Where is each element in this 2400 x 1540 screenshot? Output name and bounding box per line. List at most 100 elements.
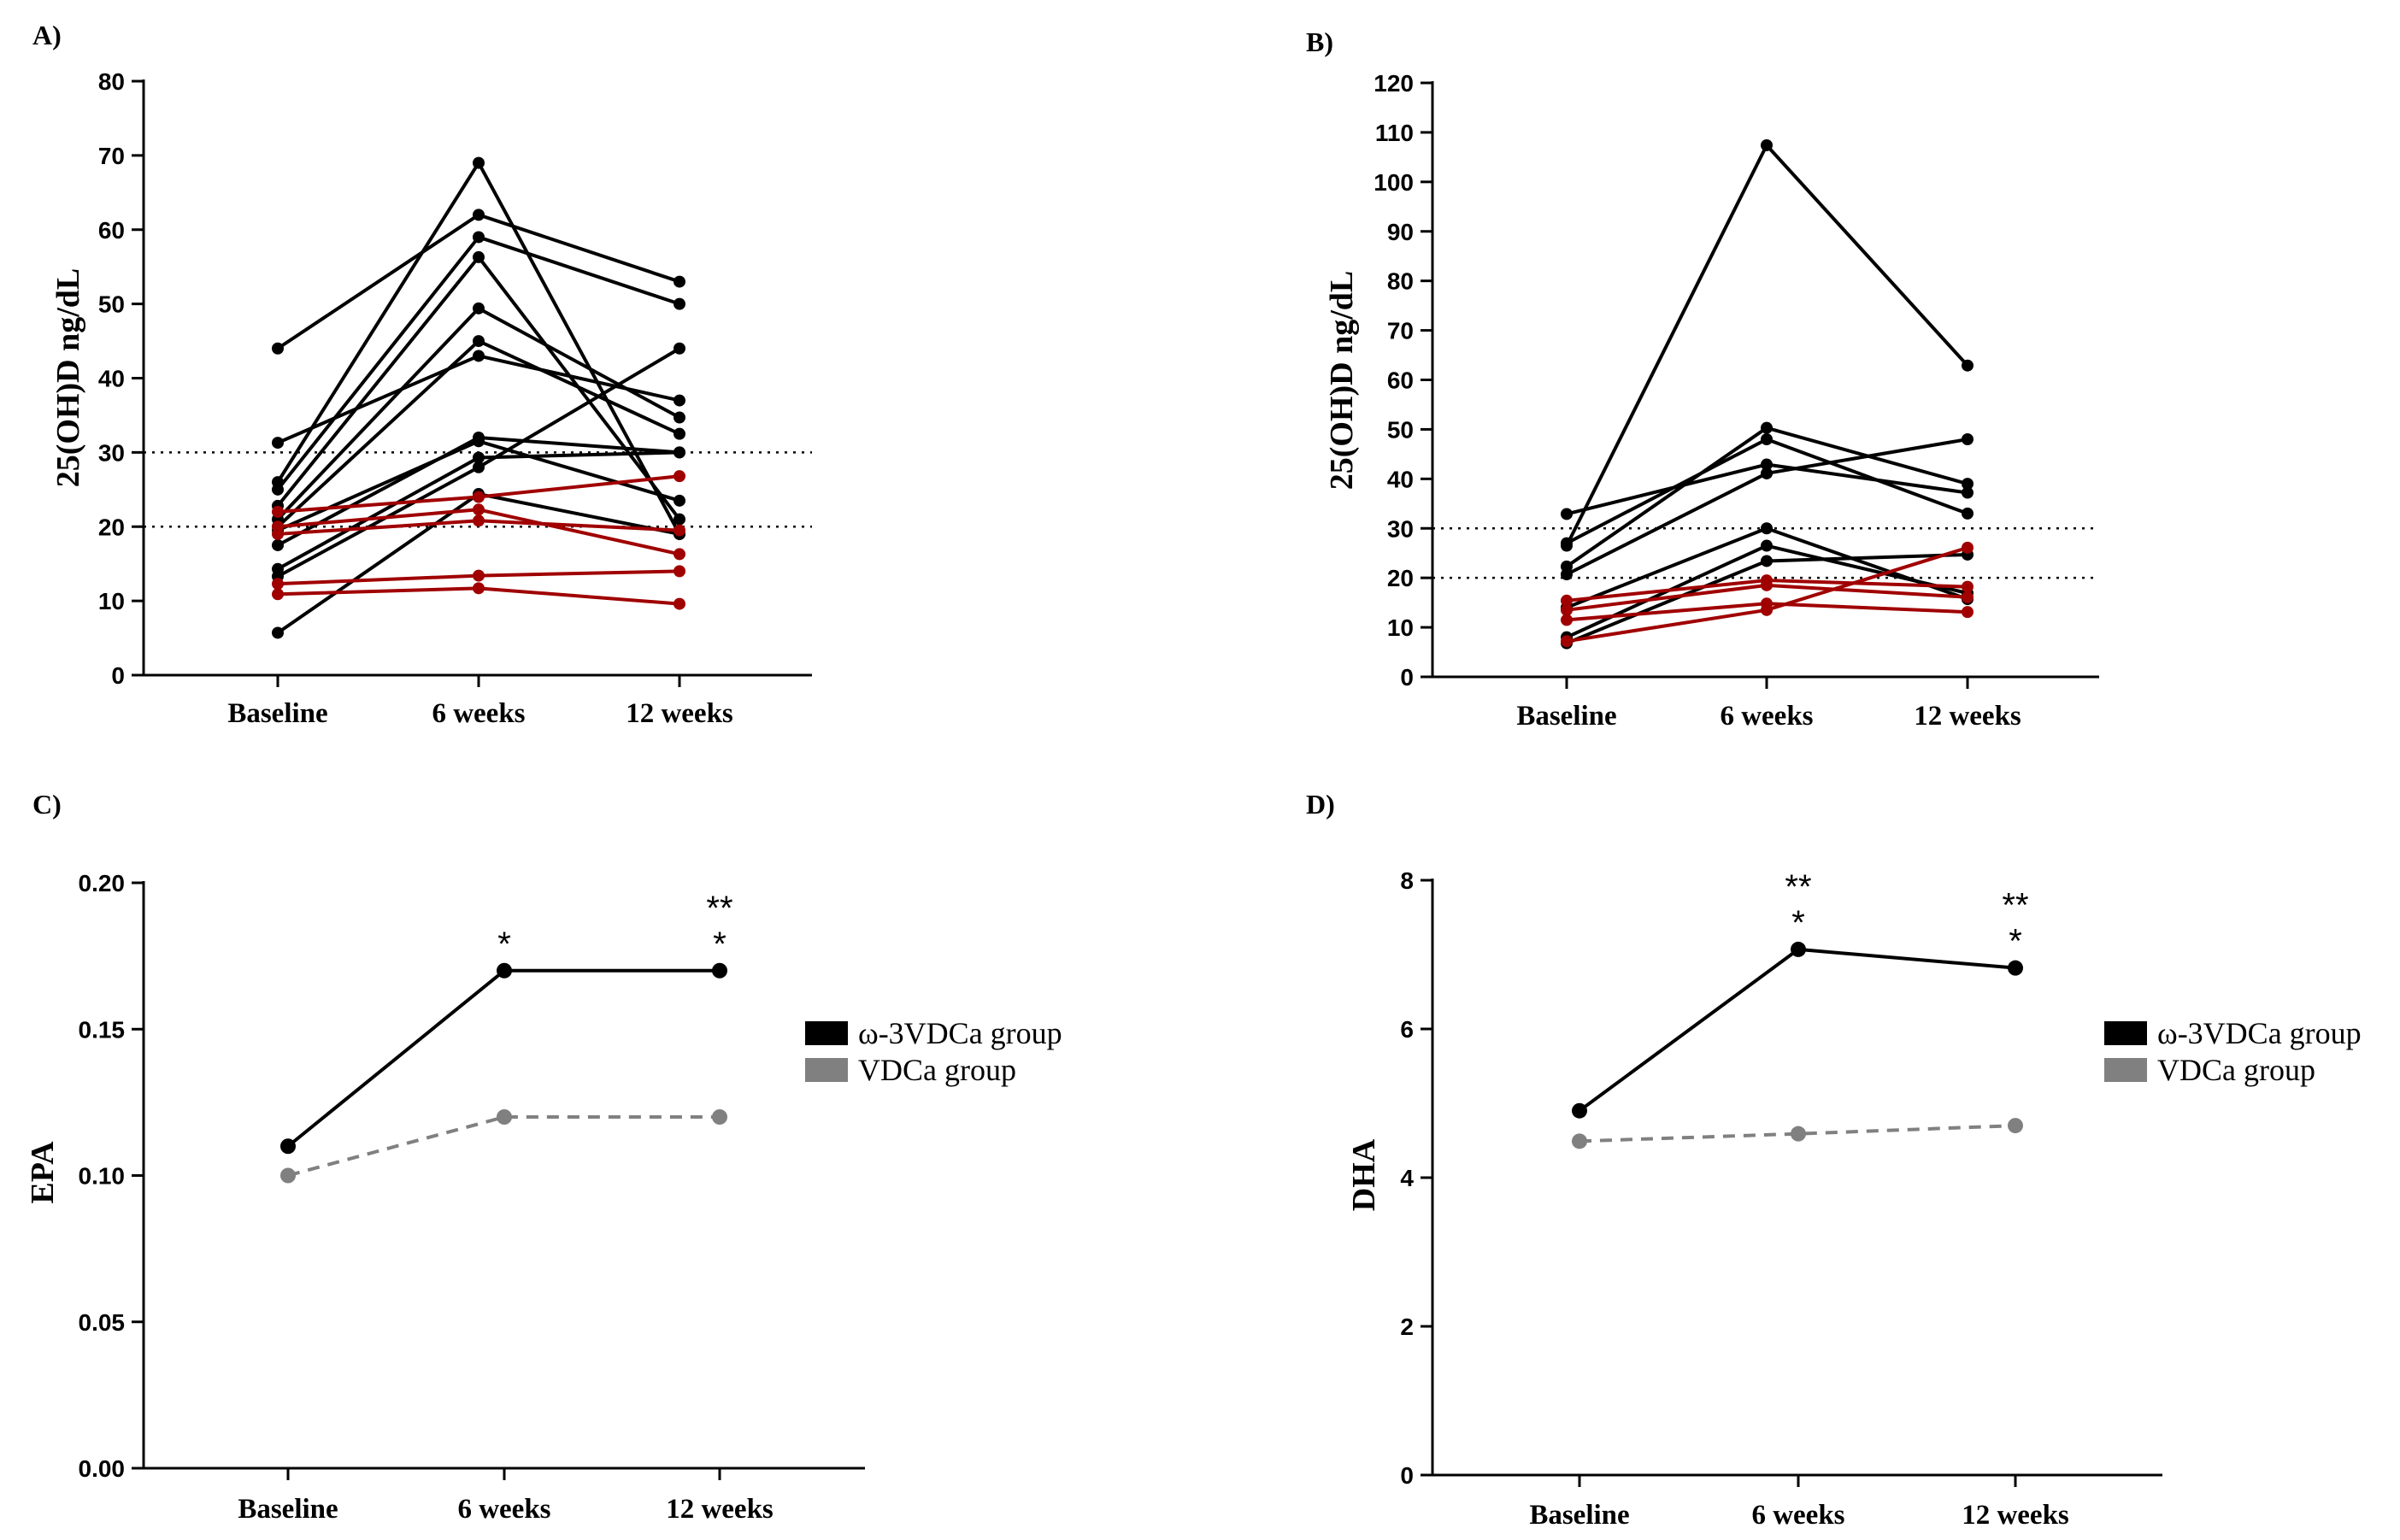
data-point xyxy=(1761,138,1773,151)
data-point xyxy=(1761,579,1773,591)
series-line xyxy=(1578,947,2016,1113)
data-point xyxy=(272,588,284,601)
data-point xyxy=(1561,594,1573,607)
data-point xyxy=(473,569,485,582)
data-point xyxy=(272,626,284,639)
y-tick-label: 10 xyxy=(1387,614,1414,641)
y-tick-label: 60 xyxy=(1387,367,1414,394)
data-point xyxy=(272,527,284,540)
data-point xyxy=(674,275,685,288)
panel-label: A) xyxy=(32,20,62,50)
y-tick-label: 70 xyxy=(1387,318,1414,344)
data-point xyxy=(497,1109,512,1125)
legend-label: ω-3VDCa group xyxy=(2157,1016,2362,1050)
significance-marker: * xyxy=(497,926,511,963)
legend-label: VDCa group xyxy=(858,1053,1016,1087)
panel-label: D) xyxy=(1306,789,1335,820)
data-point xyxy=(1761,539,1773,552)
data-point xyxy=(1962,486,1974,499)
series-line xyxy=(287,1115,720,1178)
legend-swatch xyxy=(2104,1058,2147,1082)
y-tick-label: 6 xyxy=(1400,1016,1414,1043)
data-point xyxy=(674,470,685,483)
x-tick-label: 6 weeks xyxy=(457,1494,550,1525)
data-point xyxy=(473,156,485,169)
y-tick-label: 0.00 xyxy=(79,1455,126,1482)
y-tick-label: 100 xyxy=(1374,169,1414,196)
x-tick-label: 12 weeks xyxy=(1914,701,2021,732)
x-tick-label: 6 weeks xyxy=(432,698,525,729)
data-point xyxy=(1561,568,1573,581)
data-point xyxy=(272,538,284,551)
data-point xyxy=(1761,603,1773,616)
y-tick-label: 20 xyxy=(1387,565,1414,591)
data-point xyxy=(674,524,685,537)
data-point xyxy=(473,435,485,448)
y-tick-label: 30 xyxy=(1387,515,1414,542)
significance-marker: ** xyxy=(706,890,732,927)
data-point xyxy=(674,597,685,610)
data-point xyxy=(674,427,685,440)
data-point xyxy=(473,209,485,221)
data-point xyxy=(473,231,485,244)
data-point xyxy=(1761,522,1773,535)
data-point xyxy=(1962,507,1974,520)
y-tick-label: 40 xyxy=(98,366,125,392)
y-tick-label: 0 xyxy=(1400,664,1414,691)
data-point xyxy=(674,411,685,424)
y-tick-label: 60 xyxy=(98,217,125,244)
data-point xyxy=(712,962,727,979)
significance-marker: ** xyxy=(1785,868,1811,906)
data-point xyxy=(1962,541,1974,554)
data-point xyxy=(272,505,284,518)
data-point xyxy=(473,461,485,473)
data-point xyxy=(280,1138,296,1155)
data-point xyxy=(674,548,685,561)
data-point xyxy=(1561,635,1573,648)
legend-label: VDCa group xyxy=(2157,1053,2315,1087)
y-tick-label: 120 xyxy=(1374,70,1414,97)
y-tick-label: 0.15 xyxy=(79,1016,126,1043)
data-point xyxy=(272,578,284,591)
data-point xyxy=(1761,467,1773,479)
y-tick-label: 50 xyxy=(1387,416,1414,443)
y-axis-title: 25(OH)D ng/dL xyxy=(1324,271,1360,491)
data-point xyxy=(1561,614,1573,626)
data-point xyxy=(1572,1133,1587,1149)
y-tick-label: 10 xyxy=(98,588,125,614)
data-point xyxy=(2008,1118,2023,1134)
y-tick-label: 2 xyxy=(1400,1314,1414,1340)
data-point xyxy=(2008,960,2023,976)
data-point xyxy=(473,514,485,527)
data-point xyxy=(1761,458,1773,471)
data-point xyxy=(1962,580,1974,593)
y-tick-label: 90 xyxy=(1387,219,1414,245)
y-tick-label: 8 xyxy=(1400,867,1414,894)
data-point xyxy=(1561,508,1573,520)
data-point xyxy=(674,446,685,459)
data-point xyxy=(473,491,485,503)
legend-swatch xyxy=(2104,1021,2147,1045)
y-tick-label: 70 xyxy=(98,143,125,169)
data-point xyxy=(473,335,485,348)
y-tick-label: 30 xyxy=(98,439,125,466)
data-point xyxy=(473,250,485,263)
x-tick-label: 12 weeks xyxy=(626,698,733,729)
y-tick-label: 50 xyxy=(98,291,125,318)
significance-marker: * xyxy=(2009,923,2022,961)
data-point xyxy=(1572,1102,1587,1119)
data-point xyxy=(674,394,685,407)
x-tick-label: 6 weeks xyxy=(1751,1500,1844,1531)
y-axis-title: 25(OH)D ng/dL xyxy=(50,268,86,488)
legend-swatch xyxy=(805,1058,848,1082)
x-tick-label: 12 weeks xyxy=(666,1494,774,1525)
data-point xyxy=(473,451,485,464)
data-point xyxy=(674,297,685,310)
y-tick-label: 0 xyxy=(1400,1462,1414,1489)
y-tick-label: 0 xyxy=(111,662,125,689)
data-point xyxy=(674,342,685,355)
y-tick-label: 80 xyxy=(98,68,125,95)
data-point xyxy=(473,302,485,314)
series-line xyxy=(1579,1124,2016,1143)
